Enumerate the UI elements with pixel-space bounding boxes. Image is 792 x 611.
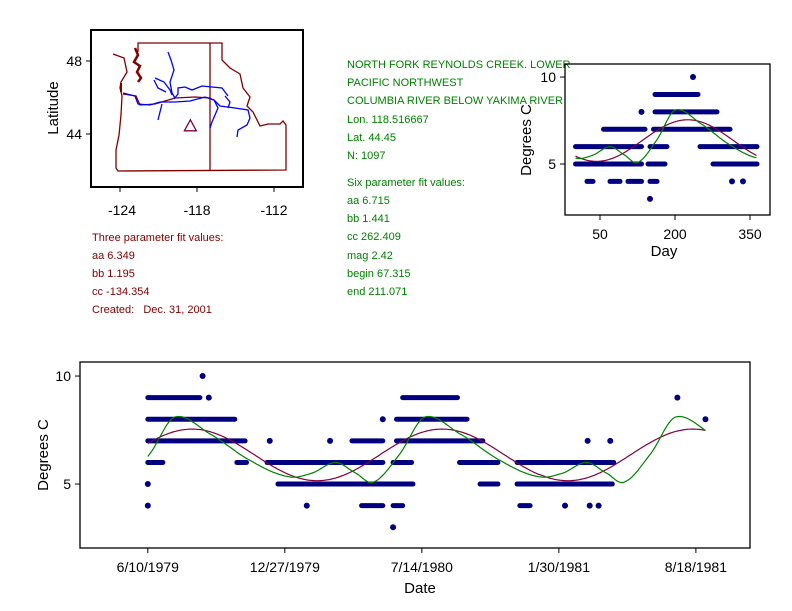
triangle-icon bbox=[183, 118, 198, 132]
observations bbox=[573, 74, 760, 202]
six-parameter-fit-line bbox=[147, 415, 706, 484]
y-axis-title: Degrees C bbox=[35, 419, 52, 491]
three-parameter-fit-line bbox=[147, 428, 706, 482]
x-tick-label: 200 bbox=[663, 226, 687, 242]
three-parameter-title: Three parameter fit values: bbox=[92, 232, 223, 244]
observation-point bbox=[674, 394, 681, 401]
axes: 50 200 350 5 10 bbox=[540, 69, 761, 242]
six-parameter-title: Six parameter fit values: bbox=[347, 177, 465, 189]
observation-point bbox=[303, 502, 310, 509]
upper-columbia bbox=[173, 85, 229, 100]
observation-point bbox=[607, 437, 614, 444]
observation-point bbox=[562, 502, 569, 509]
sample-count: N: 1097 bbox=[347, 150, 386, 162]
created-date: Created: Dec. 31, 2001 bbox=[92, 304, 212, 316]
observation-point bbox=[740, 178, 746, 185]
x-tick-label: 1/30/1981 bbox=[528, 559, 590, 575]
map-frame bbox=[90, 29, 304, 188]
y-axis-title: Latitude bbox=[45, 81, 62, 134]
observation-point bbox=[638, 108, 645, 115]
x-tick-label: -112 bbox=[261, 202, 288, 218]
clearwater-river bbox=[224, 95, 231, 109]
location-map: -124 -118 -112 48 44 Latitude bbox=[45, 29, 304, 218]
three-parameter-info: Three parameter fit values: aa 6.349 bb … bbox=[92, 232, 223, 316]
six-parameter-line: cc 262.409 bbox=[347, 231, 401, 243]
observation-point bbox=[266, 437, 273, 444]
x-tick-label: 12/27/1979 bbox=[250, 559, 320, 575]
yakima-river bbox=[157, 103, 163, 121]
snake-river bbox=[209, 99, 219, 129]
map-x-axis: -124 -118 -112 bbox=[108, 187, 288, 218]
y-tick-label: 5 bbox=[63, 476, 71, 492]
six-parameter-line: bb 1.441 bbox=[347, 213, 390, 225]
latitude: Lat. 44.45 bbox=[347, 132, 396, 144]
observation-point bbox=[647, 195, 653, 202]
three-parameter-fit-line bbox=[575, 119, 757, 162]
tributary-2 bbox=[154, 77, 173, 96]
y-tick-label: 5 bbox=[548, 156, 556, 172]
three-parameter-line: cc -134.354 bbox=[92, 286, 149, 298]
observation-point bbox=[144, 481, 151, 488]
x-axis-title: Date bbox=[404, 580, 436, 597]
x-tick-label: 50 bbox=[592, 226, 608, 242]
x-axis-title: Day bbox=[651, 243, 678, 260]
observation-point bbox=[205, 394, 212, 401]
site-info: NORTH FORK REYNOLDS CREEK. LOWER PACIFIC… bbox=[347, 59, 571, 298]
puget-sound bbox=[132, 47, 143, 83]
six-parameter-line: aa 6.715 bbox=[347, 195, 390, 207]
plot-frame bbox=[79, 361, 751, 549]
y-tick-label: 10 bbox=[55, 368, 71, 384]
tributary-3 bbox=[153, 79, 167, 93]
x-tick-label: 8/18/1981 bbox=[665, 559, 727, 575]
basin-name: COLUMBIA RIVER BELOW YAKIMA RIVER bbox=[347, 95, 563, 107]
observation-point bbox=[144, 502, 151, 509]
longitude: Lon. 118.516667 bbox=[347, 114, 429, 126]
time-series-chart: 6/10/1979 12/27/1979 7/14/1980 1/30/1981 8/1… bbox=[35, 361, 751, 597]
x-tick-label: 350 bbox=[738, 226, 762, 242]
y-axis-title: Degrees C bbox=[518, 104, 535, 176]
map-y-axis: 48 44 Latitude bbox=[45, 53, 91, 142]
observation-point bbox=[595, 502, 602, 509]
observation-point bbox=[586, 502, 593, 509]
observation-point bbox=[690, 74, 696, 81]
site-name: NORTH FORK REYNOLDS CREEK. LOWER bbox=[347, 59, 571, 71]
observation-point bbox=[390, 524, 397, 531]
observation-point bbox=[584, 437, 591, 444]
x-tick-label: 7/14/1980 bbox=[391, 559, 453, 575]
columbia-river bbox=[122, 92, 251, 138]
three-parameter-line: aa 6.349 bbox=[92, 250, 135, 262]
observation-point bbox=[702, 416, 709, 423]
observation-point bbox=[327, 437, 334, 444]
region-name: PACIFIC NORTHWEST bbox=[347, 77, 464, 89]
day-of-year-chart: 50 200 350 5 10 Day Degrees C bbox=[518, 63, 771, 260]
six-parameter-fit-line bbox=[575, 108, 757, 164]
six-parameter-line: begin 67.315 bbox=[347, 268, 411, 280]
six-parameter-line: mag 2.42 bbox=[347, 250, 393, 262]
x-tick-label: -118 bbox=[184, 202, 211, 218]
tributary-1 bbox=[167, 51, 176, 99]
plot-frame bbox=[564, 63, 771, 216]
observation-point bbox=[379, 416, 386, 423]
y-tick-label: 48 bbox=[66, 53, 82, 69]
observation-point bbox=[199, 373, 206, 380]
observations bbox=[144, 373, 709, 531]
x-tick-label: -124 bbox=[108, 202, 136, 218]
rivers bbox=[122, 51, 251, 138]
six-parameter-line: end 211.071 bbox=[347, 286, 407, 298]
y-tick-label: 44 bbox=[66, 126, 82, 142]
three-parameter-line: bb 1.195 bbox=[92, 268, 135, 280]
observation-point bbox=[729, 178, 735, 185]
axes: 6/10/1979 12/27/1979 7/14/1980 1/30/1981 8/1… bbox=[55, 368, 727, 575]
x-tick-label: 6/10/1979 bbox=[117, 559, 179, 575]
y-tick-label: 10 bbox=[540, 69, 556, 85]
